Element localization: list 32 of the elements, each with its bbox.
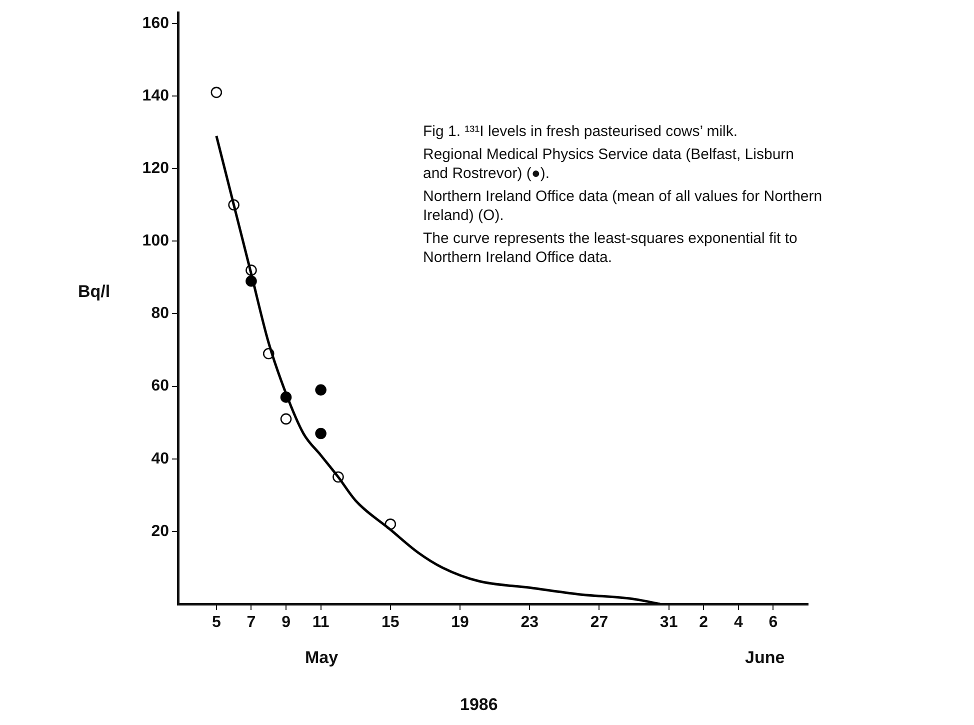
annotation: Northern Ireland Office data (mean of all values for Northern Ireland) (O). [423,187,823,225]
y-tick-label: 80 [151,305,170,322]
x-tick-label: 11 [312,614,330,632]
point [315,384,326,396]
x-tick-label: 2 [699,614,708,632]
x-tick-label: 6 [768,614,778,632]
text: June [745,648,785,668]
text: May [305,648,338,668]
y-tick-label: 100 [142,232,170,250]
text: Fig 1. ¹³¹I levels in fresh pasteurised cows’ milk. [423,122,739,141]
y-tick-label: 60 [151,378,170,395]
x-tick-label: 4 [734,614,743,632]
x-tick-label: 27 [590,614,608,632]
x-axis-title: 1986 [460,695,498,715]
x-tick-label: 15 [382,614,400,632]
x-tick-label: 7 [246,614,256,632]
x-tick-label: 9 [282,614,291,632]
y-tick-label: 120 [142,160,170,178]
x-tick-label: 31 [660,614,678,632]
x-tick-label: 5 [212,614,221,632]
annotation: The curve represents the least-squares exponential fit to Northern Ireland Office data. [423,229,798,267]
point [210,86,222,98]
y-tick-label: 20 [151,522,170,540]
x-tick-label: 23 [520,614,539,632]
y-axis-title: Bq/l [78,282,110,302]
y-tick-label: 160 [142,14,170,32]
y-tick-label: 40 [151,450,170,468]
annotation: Regional Medical Physics Service data (Belfast, Lisburn and Rostrevor) (●). [423,145,796,183]
y-tick-label: 140 [142,87,170,104]
point [315,428,326,440]
point [280,413,292,425]
x-tick-label: 19 [451,614,470,632]
